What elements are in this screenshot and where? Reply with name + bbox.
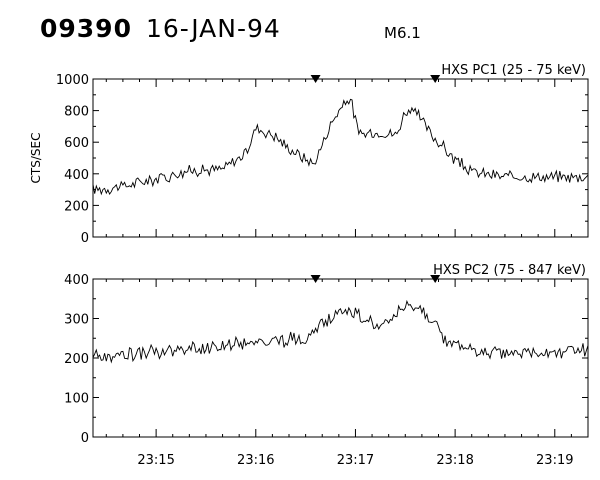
event-date: 16-JAN-94 [146, 14, 281, 43]
y-tick-label: 400 [64, 273, 89, 288]
y-tick-label: 0 [81, 431, 89, 446]
series-line-1 [92, 98, 589, 196]
y-tick-label: 100 [64, 392, 89, 407]
x-tick-label: 23:19 [536, 453, 573, 468]
time-marker [310, 275, 321, 283]
y-tick-label: 0 [81, 231, 89, 246]
plot-frame-1 [92, 78, 589, 238]
y-axis-label: CTS/SEC [29, 133, 43, 184]
time-marker [310, 75, 321, 83]
series-line-2 [92, 299, 589, 364]
y-tick-label: 200 [64, 199, 89, 214]
x-tick-label: 23:18 [436, 453, 473, 468]
flare-class: M6.1 [384, 24, 421, 42]
y-tick-label: 600 [64, 136, 89, 151]
y-tick-label: 400 [64, 168, 89, 183]
y-tick-label: 1000 [56, 73, 89, 88]
time-marker [430, 75, 441, 83]
y-tick-label: 800 [64, 105, 89, 120]
channel-title-1: HXS PC1 (25 - 75 keV) [441, 63, 586, 78]
plot-frame-2 [92, 278, 589, 438]
y-tick-label: 300 [64, 313, 89, 328]
x-tick-label: 23:15 [137, 453, 174, 468]
x-tick-label: 23:17 [337, 453, 374, 468]
y-tick-label: 200 [64, 352, 89, 367]
channel-title-2: HXS PC2 (75 - 847 keV) [433, 263, 586, 278]
time-marker [430, 275, 441, 283]
event-id: 09390 [40, 14, 132, 43]
x-tick-label: 23:16 [237, 453, 274, 468]
